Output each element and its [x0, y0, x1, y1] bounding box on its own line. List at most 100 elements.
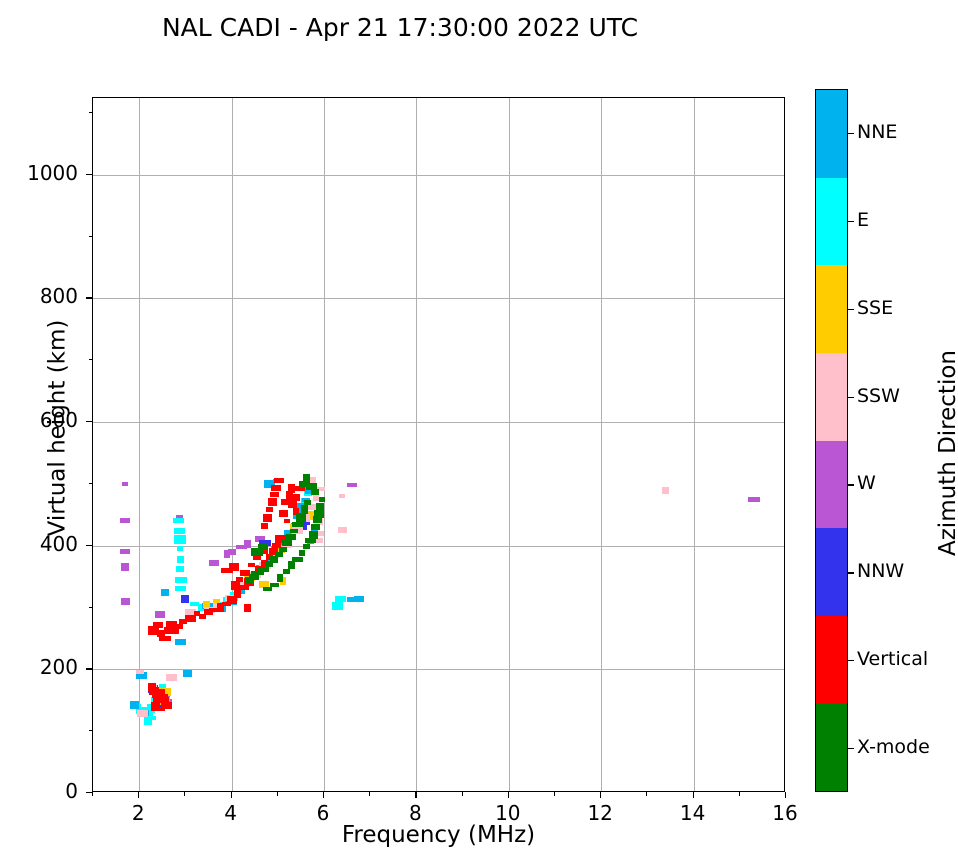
data-mark	[318, 497, 325, 503]
data-mark	[263, 479, 275, 488]
colorbar-label-ssw: SSW	[857, 384, 900, 407]
data-mark	[288, 499, 298, 509]
data-mark	[161, 696, 170, 706]
x-tick-label: 6	[316, 801, 330, 825]
data-mark	[148, 682, 157, 691]
data-mark	[298, 550, 305, 557]
colorbar-label-sse: SSE	[857, 296, 894, 319]
gridline-vertical	[693, 98, 695, 791]
data-mark	[305, 482, 317, 490]
y-tick-label: 1000	[27, 160, 78, 185]
data-mark	[209, 559, 220, 566]
data-mark	[190, 602, 200, 607]
data-mark	[233, 589, 241, 598]
y-tick-minor	[88, 606, 92, 608]
gridline-vertical	[231, 98, 233, 791]
data-mark	[305, 486, 314, 494]
data-mark	[265, 553, 273, 560]
data-mark	[346, 596, 359, 602]
data-mark	[221, 601, 231, 606]
data-mark	[294, 486, 305, 492]
data-mark	[173, 534, 186, 544]
x-tick-label: 10	[495, 801, 521, 825]
x-tick	[415, 792, 417, 798]
x-axis-label: Frequency (MHz)	[341, 822, 536, 848]
colorbar-segment-ssw[interactable]	[816, 352, 847, 441]
colorbar-label: Azimuth Direction	[935, 350, 958, 556]
colorbar-segment-nne[interactable]	[816, 90, 847, 178]
colorbar[interactable]	[815, 89, 848, 792]
data-mark	[258, 580, 269, 588]
data-mark	[227, 548, 236, 555]
data-mark	[267, 498, 277, 507]
colorbar-segment-sse[interactable]	[816, 265, 847, 353]
x-tick-minor	[646, 792, 648, 796]
data-mark	[179, 618, 188, 624]
y-tick-label: 400	[39, 531, 78, 556]
colorbar-tick	[848, 308, 854, 310]
data-mark	[269, 583, 279, 588]
data-mark	[315, 486, 326, 491]
data-mark	[158, 635, 171, 641]
plot-area[interactable]	[92, 97, 785, 792]
x-tick-label: 14	[679, 801, 706, 825]
gridline-horizontal	[93, 174, 784, 176]
data-mark	[270, 484, 281, 491]
data-mark	[289, 528, 298, 533]
data-mark	[263, 586, 273, 591]
data-mark	[120, 597, 130, 605]
data-mark	[261, 522, 269, 529]
colorbar-label-nnw: NNW	[857, 560, 905, 583]
colorbar-label-nne: NNE	[857, 120, 898, 143]
data-mark	[175, 586, 187, 592]
data-mark	[273, 477, 284, 483]
data-mark	[193, 611, 200, 617]
x-tick	[600, 792, 602, 798]
colorbar-segment-vertical[interactable]	[816, 615, 847, 704]
data-mark	[279, 546, 288, 552]
data-mark	[270, 555, 279, 563]
data-mark	[662, 486, 670, 494]
y-tick	[86, 544, 92, 546]
data-mark	[259, 547, 268, 554]
data-mark	[302, 474, 310, 484]
data-mark	[147, 626, 159, 636]
data-mark	[176, 566, 185, 573]
data-mark	[339, 494, 346, 499]
data-mark	[208, 607, 220, 612]
colorbar-segment-nnw[interactable]	[816, 528, 847, 616]
data-mark	[223, 550, 230, 559]
gridline-horizontal	[93, 298, 784, 300]
colorbar-segment-x-mode[interactable]	[816, 703, 847, 791]
data-mark	[151, 692, 162, 699]
x-tick-label: 2	[131, 801, 145, 825]
data-mark	[312, 530, 325, 536]
data-mark	[314, 509, 325, 518]
colorbar-segment-w[interactable]	[816, 440, 847, 529]
x-tick-minor	[276, 792, 278, 796]
data-mark	[304, 538, 316, 544]
data-mark	[119, 549, 130, 555]
data-mark	[258, 543, 269, 550]
data-mark	[230, 580, 240, 590]
data-mark	[136, 672, 147, 680]
data-mark	[285, 534, 296, 540]
data-mark	[185, 608, 197, 616]
colorbar-segment-e[interactable]	[816, 177, 847, 266]
data-mark	[130, 700, 140, 709]
colorbar-label-vertical: Vertical	[857, 648, 929, 671]
y-tick-label: 600	[39, 408, 78, 432]
data-mark	[261, 559, 269, 566]
data-mark	[268, 548, 278, 556]
data-mark	[236, 577, 244, 583]
data-mark	[295, 512, 306, 522]
data-mark	[161, 701, 172, 709]
data-mark	[332, 601, 344, 610]
x-tick	[230, 792, 232, 798]
data-mark	[237, 585, 249, 591]
x-tick-label: 8	[409, 801, 422, 825]
data-mark	[288, 484, 296, 494]
x-tick	[138, 792, 140, 798]
x-tick-minor	[369, 792, 371, 796]
data-mark	[174, 576, 187, 583]
